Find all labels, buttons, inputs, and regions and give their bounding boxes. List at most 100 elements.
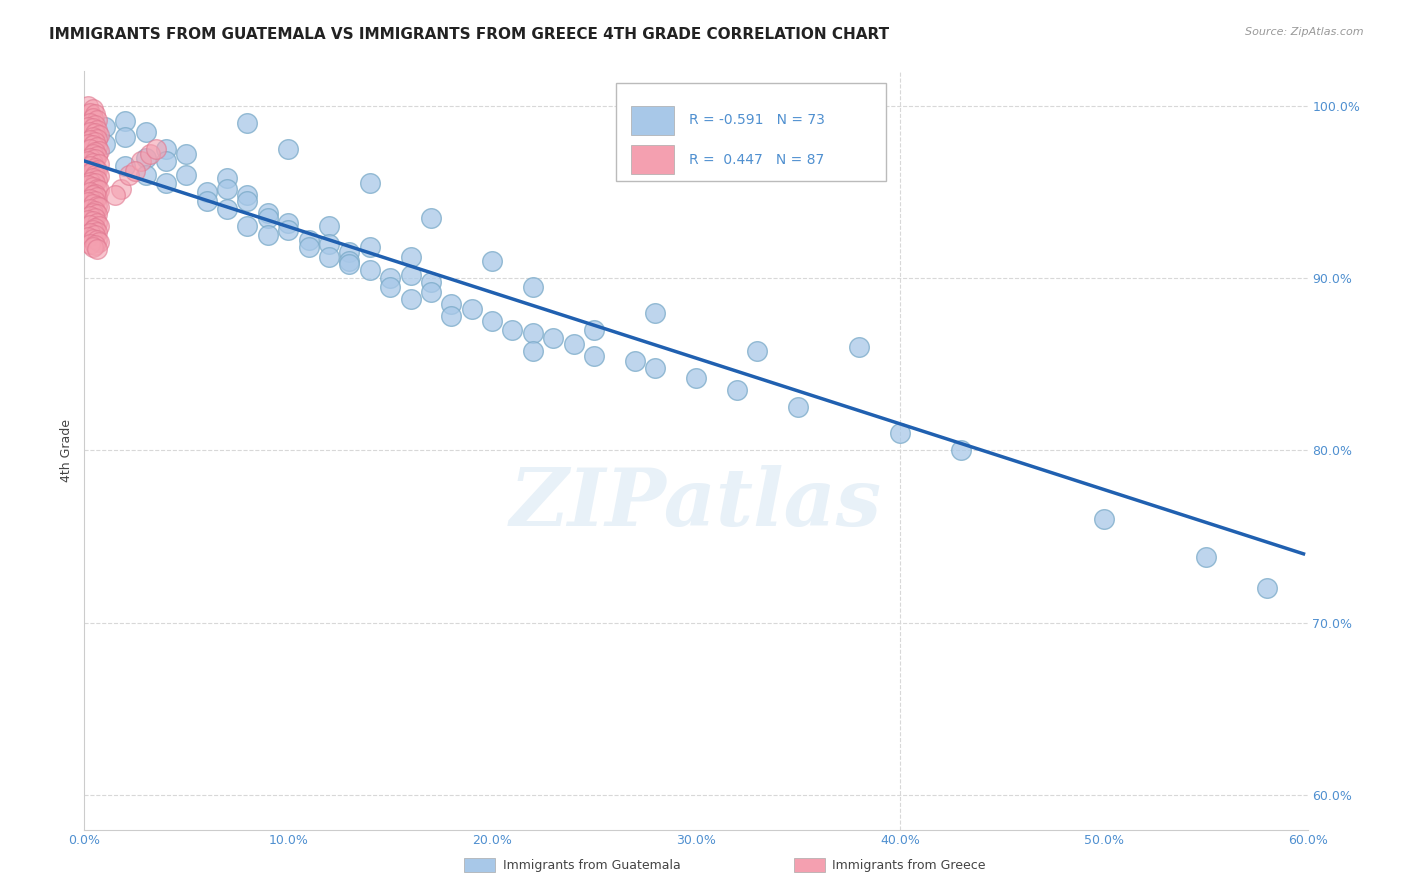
Point	[79, 192, 101, 206]
Point	[79, 151, 101, 165]
Point	[583, 349, 606, 363]
Point	[87, 128, 110, 142]
Point	[236, 194, 259, 208]
Point	[298, 233, 321, 247]
Point	[644, 360, 666, 375]
Point	[79, 159, 101, 173]
Point	[359, 262, 381, 277]
Point	[86, 123, 108, 137]
Point	[318, 236, 340, 251]
Point	[359, 177, 381, 191]
Point	[277, 142, 299, 156]
Point	[79, 236, 101, 251]
Point	[86, 173, 108, 187]
Point	[83, 145, 105, 160]
Point	[195, 185, 218, 199]
Point	[87, 219, 110, 234]
Point	[522, 326, 544, 341]
Point	[83, 168, 105, 182]
Point	[86, 199, 108, 213]
Point	[83, 153, 105, 167]
Point	[174, 168, 197, 182]
Point	[155, 177, 177, 191]
Point	[236, 219, 259, 234]
Point	[118, 168, 141, 182]
Point	[217, 171, 239, 186]
Point	[83, 135, 105, 149]
Point	[124, 164, 146, 178]
Point	[93, 120, 115, 134]
Point	[339, 253, 361, 268]
Point	[236, 188, 259, 202]
Point	[145, 142, 167, 156]
Point	[83, 238, 105, 252]
Point	[339, 245, 361, 260]
Point	[399, 251, 422, 265]
FancyBboxPatch shape	[631, 106, 673, 135]
Point	[79, 218, 101, 232]
Point	[86, 216, 108, 230]
Point	[135, 168, 157, 182]
Point	[82, 147, 104, 161]
Point	[77, 212, 100, 227]
Point	[277, 223, 299, 237]
Point	[195, 194, 218, 208]
Point	[82, 223, 104, 237]
Point	[420, 211, 443, 225]
Text: Source: ZipAtlas.com: Source: ZipAtlas.com	[1246, 27, 1364, 37]
Point	[155, 153, 177, 168]
Point	[318, 219, 340, 234]
Point	[420, 285, 443, 299]
Point	[79, 209, 101, 223]
Point	[502, 323, 524, 337]
Point	[77, 136, 100, 151]
Point	[86, 149, 108, 163]
Point	[87, 201, 110, 215]
Point	[399, 268, 422, 282]
FancyBboxPatch shape	[631, 145, 673, 174]
Point	[359, 240, 381, 254]
Y-axis label: 4th Grade: 4th Grade	[59, 419, 73, 482]
Point	[131, 153, 153, 168]
Point	[77, 229, 100, 244]
Point	[135, 151, 157, 165]
Point	[83, 203, 105, 218]
Point	[86, 140, 108, 154]
Text: Immigrants from Greece: Immigrants from Greece	[832, 859, 986, 871]
Point	[339, 257, 361, 271]
Point	[1092, 512, 1115, 526]
Point	[848, 340, 870, 354]
Point	[87, 169, 110, 184]
Point	[86, 190, 108, 204]
Point	[83, 211, 105, 225]
Point	[79, 116, 101, 130]
Point	[217, 181, 239, 195]
Point	[440, 309, 463, 323]
Point	[83, 127, 105, 141]
Point	[114, 114, 136, 128]
Point	[380, 279, 402, 293]
Text: IMMIGRANTS FROM GUATEMALA VS IMMIGRANTS FROM GREECE 4TH GRADE CORRELATION CHART: IMMIGRANTS FROM GUATEMALA VS IMMIGRANTS …	[49, 27, 890, 42]
FancyBboxPatch shape	[616, 83, 886, 181]
Point	[82, 214, 104, 228]
Point	[87, 144, 110, 158]
Point	[79, 133, 101, 147]
Point	[77, 195, 100, 210]
Point	[420, 275, 443, 289]
Point	[86, 131, 108, 145]
Point	[82, 111, 104, 125]
Point	[82, 103, 104, 117]
Point	[77, 178, 100, 193]
Point	[87, 183, 110, 197]
Point	[399, 292, 422, 306]
Text: ZIPatlas: ZIPatlas	[510, 465, 882, 542]
Point	[79, 227, 101, 241]
Point	[562, 336, 585, 351]
Point	[82, 129, 104, 144]
Point	[87, 235, 110, 249]
Point	[461, 302, 484, 317]
Point	[82, 188, 104, 202]
Point	[380, 271, 402, 285]
Point	[298, 240, 321, 254]
Point	[114, 129, 136, 144]
